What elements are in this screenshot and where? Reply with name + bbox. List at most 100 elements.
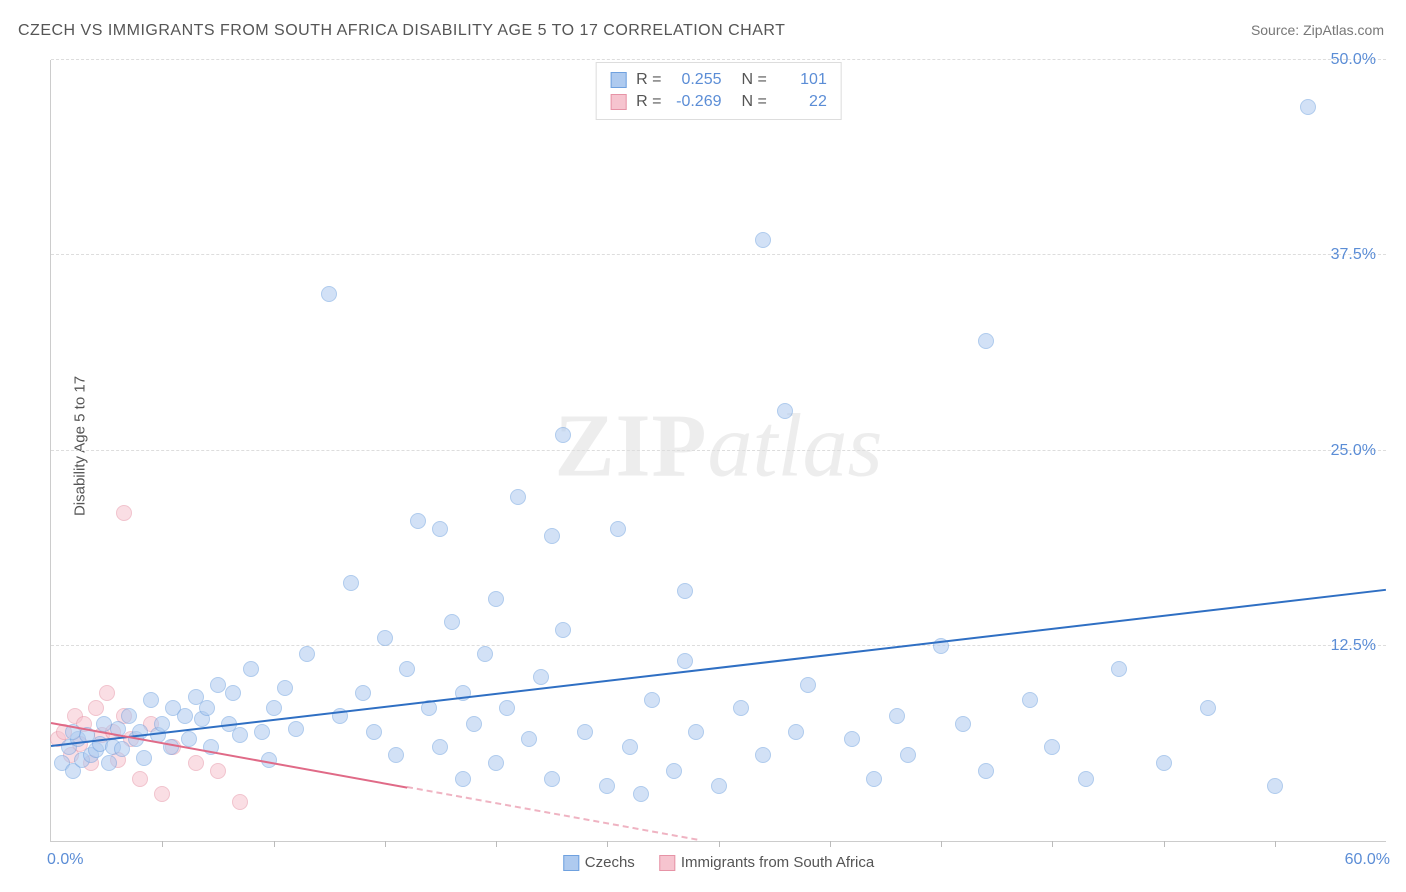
scatter-point-a — [599, 778, 615, 794]
legend-swatch — [563, 855, 579, 871]
scatter-point-b — [132, 771, 148, 787]
scatter-point-a — [366, 724, 382, 740]
scatter-point-a — [544, 528, 560, 544]
scatter-point-a — [432, 521, 448, 537]
scatter-point-a — [577, 724, 593, 740]
scatter-point-a — [410, 513, 426, 529]
series-legend-item: Immigrants from South Africa — [659, 854, 874, 871]
stat-n-value: 22 — [777, 91, 827, 113]
scatter-point-a — [755, 747, 771, 763]
scatter-point-b — [188, 755, 204, 771]
stat-r-value: 0.255 — [672, 69, 722, 91]
scatter-point-a — [1022, 692, 1038, 708]
scatter-point-a — [154, 716, 170, 732]
scatter-point-a — [1111, 661, 1127, 677]
stats-legend: R =0.255N =101R =-0.269N =22 — [595, 62, 842, 120]
scatter-point-a — [677, 583, 693, 599]
scatter-point-a — [622, 739, 638, 755]
x-tick — [607, 841, 608, 847]
scatter-point-a — [232, 727, 248, 743]
scatter-point-a — [101, 755, 117, 771]
scatter-point-a — [121, 708, 137, 724]
x-axis-origin-label: 0.0% — [47, 851, 83, 869]
scatter-point-a — [210, 677, 226, 693]
scatter-point-a — [136, 750, 152, 766]
chart-title: CZECH VS IMMIGRANTS FROM SOUTH AFRICA DI… — [18, 22, 785, 40]
scatter-point-a — [243, 661, 259, 677]
stat-n-label: N = — [742, 69, 767, 91]
gridline — [51, 254, 1386, 255]
scatter-point-a — [277, 680, 293, 696]
scatter-point-a — [199, 700, 215, 716]
scatter-point-a — [866, 771, 882, 787]
stat-r-value: -0.269 — [672, 91, 722, 113]
stats-legend-row: R = -0.269 N = 22 — [610, 91, 827, 113]
scatter-point-a — [533, 669, 549, 685]
x-tick — [162, 841, 163, 847]
scatter-point-a — [1267, 778, 1283, 794]
scatter-point-a — [777, 403, 793, 419]
x-axis-end-label: 60.0% — [1345, 851, 1390, 869]
stat-r-label: R = — [636, 69, 661, 91]
x-tick — [830, 841, 831, 847]
y-tick-label: 37.5% — [1331, 246, 1376, 264]
scatter-point-a — [488, 591, 504, 607]
legend-swatch — [610, 94, 626, 110]
scatter-point-a — [555, 622, 571, 638]
scatter-point-a — [343, 575, 359, 591]
scatter-point-b — [232, 794, 248, 810]
x-tick — [274, 841, 275, 847]
x-tick — [1164, 841, 1165, 847]
scatter-point-a — [432, 739, 448, 755]
y-tick-label: 25.0% — [1331, 442, 1376, 460]
scatter-point-a — [666, 763, 682, 779]
scatter-point-b — [88, 700, 104, 716]
trendline-b-dashed — [407, 786, 697, 841]
scatter-point-a — [733, 700, 749, 716]
x-tick — [496, 841, 497, 847]
scatter-point-a — [1156, 755, 1172, 771]
scatter-point-a — [889, 708, 905, 724]
scatter-point-a — [1200, 700, 1216, 716]
scatter-point-a — [266, 700, 282, 716]
scatter-point-a — [1044, 739, 1060, 755]
scatter-point-a — [299, 646, 315, 662]
scatter-point-a — [544, 771, 560, 787]
scatter-point-a — [477, 646, 493, 662]
gridline — [51, 645, 1386, 646]
x-tick — [1275, 841, 1276, 847]
scatter-point-a — [455, 771, 471, 787]
scatter-point-a — [510, 489, 526, 505]
scatter-point-a — [755, 232, 771, 248]
scatter-point-a — [1078, 771, 1094, 787]
scatter-point-a — [633, 786, 649, 802]
series-legend-label: Immigrants from South Africa — [681, 854, 874, 871]
scatter-point-a — [225, 685, 241, 701]
series-legend-item: Czechs — [563, 854, 635, 871]
watermark: ZIPatlas — [554, 394, 882, 497]
scatter-point-a — [444, 614, 460, 630]
series-legend: Czechs Immigrants from South Africa — [563, 854, 874, 871]
x-tick — [1052, 841, 1053, 847]
scatter-point-a — [900, 747, 916, 763]
scatter-point-a — [978, 763, 994, 779]
scatter-point-a — [399, 661, 415, 677]
watermark-zip: ZIP — [554, 396, 707, 495]
scatter-point-a — [321, 286, 337, 302]
scatter-point-a — [143, 692, 159, 708]
scatter-point-a — [254, 724, 270, 740]
x-tick — [385, 841, 386, 847]
scatter-point-a — [978, 333, 994, 349]
source-label: Source: ZipAtlas.com — [1251, 22, 1384, 38]
stat-n-label: N = — [742, 91, 767, 113]
scatter-point-a — [163, 739, 179, 755]
y-tick-label: 12.5% — [1331, 637, 1376, 655]
x-tick — [719, 841, 720, 847]
scatter-point-a — [800, 677, 816, 693]
legend-swatch — [610, 72, 626, 88]
scatter-point-a — [488, 755, 504, 771]
scatter-point-a — [355, 685, 371, 701]
scatter-point-a — [288, 721, 304, 737]
stat-r-label: R = — [636, 91, 661, 113]
scatter-point-a — [555, 427, 571, 443]
